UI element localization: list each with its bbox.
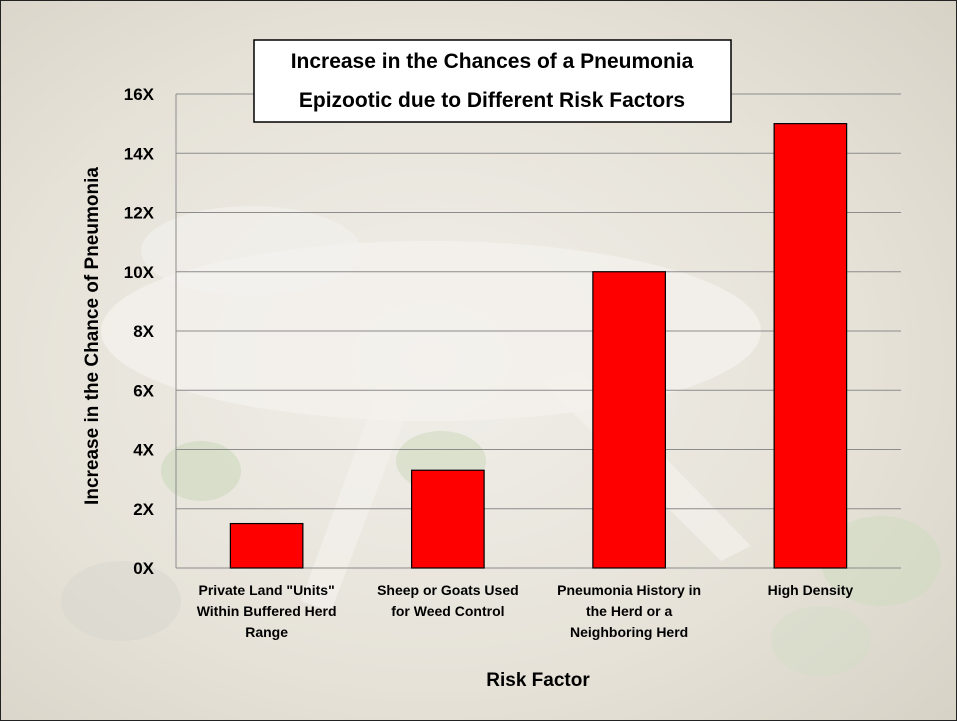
chart-title-line-2: Epizootic due to Different Risk Factors — [299, 89, 685, 112]
y-axis-title: Increase in the Chance of Pneumonia — [82, 167, 103, 505]
y-tick-label: 4X — [133, 441, 154, 460]
y-tick-labels: 0X 2X 4X 6X 8X 10X 12X 14X 16X — [124, 85, 155, 578]
y-tick-label: 16X — [124, 85, 155, 104]
bar-3 — [773, 123, 848, 569]
bar-1 — [411, 469, 485, 569]
chart-title-box: Increase in the Chances of a Pneumonia E… — [253, 39, 732, 123]
x-category-label-3: High Density — [768, 582, 854, 598]
x-category-label-2: Pneumonia History in the Herd or a Neighbo… — [557, 582, 701, 640]
y-tick-label: 8X — [133, 322, 154, 341]
x-category-label-0: Private Land "Units" Within Buffered Herd… — [197, 582, 337, 640]
x-category-labels: Private Land "Units" Within Buffered Herd… — [197, 582, 854, 640]
chart-title-line-1: Increase in the Chances of a Pneumonia — [291, 50, 694, 73]
x-category-label-1: Sheep or Goats Used for Weed Control — [377, 582, 519, 619]
x-axis-title: Risk Factor — [486, 670, 590, 691]
y-tick-label: 14X — [124, 144, 155, 163]
y-tick-label: 10X — [124, 263, 155, 282]
bar-2 — [592, 271, 666, 569]
bar-0 — [229, 522, 304, 569]
y-tick-label: 12X — [124, 204, 155, 223]
y-tick-label: 0X — [133, 559, 154, 578]
y-tick-label: 6X — [133, 381, 154, 400]
bars — [229, 123, 848, 569]
y-tick-label: 2X — [133, 500, 154, 519]
